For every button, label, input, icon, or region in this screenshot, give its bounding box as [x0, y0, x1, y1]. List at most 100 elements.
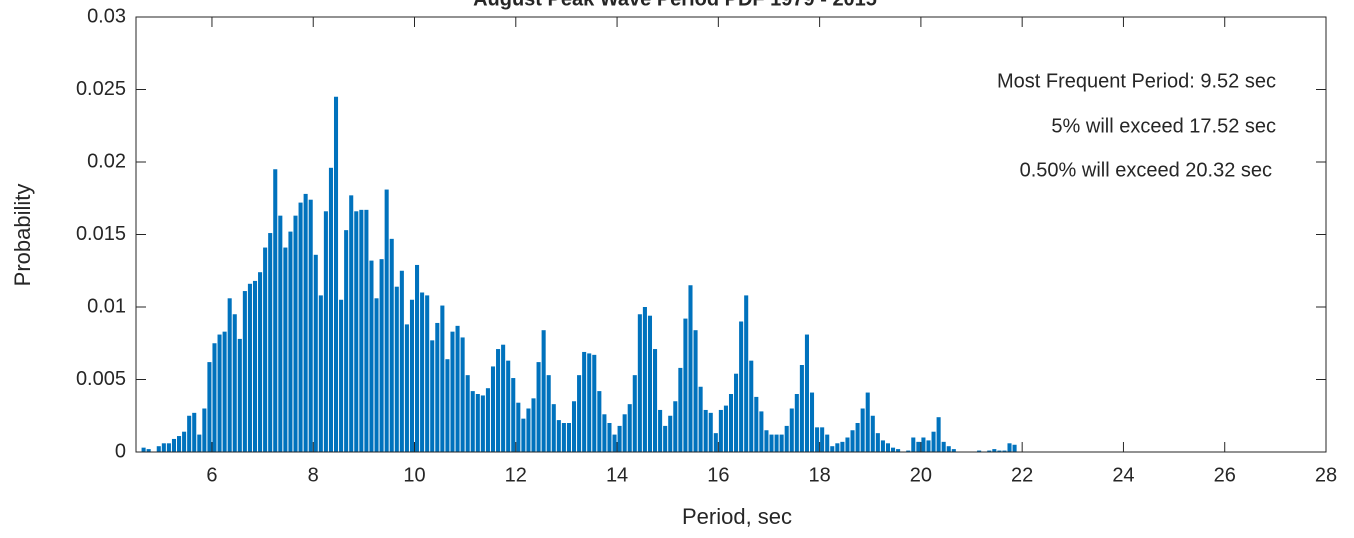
bar	[627, 404, 632, 452]
x-tick-label: 24	[1112, 464, 1134, 486]
bar	[161, 443, 166, 452]
bar	[242, 291, 247, 452]
bar	[723, 405, 728, 452]
bar	[663, 425, 668, 452]
bar	[409, 299, 415, 452]
bar	[379, 259, 384, 452]
bar	[769, 434, 774, 452]
y-axis-label: Probability	[10, 184, 35, 287]
bar	[298, 202, 303, 452]
bar	[475, 394, 480, 452]
bar	[602, 414, 607, 452]
bar	[237, 338, 242, 452]
bar	[804, 334, 809, 452]
bar	[460, 337, 465, 452]
bar	[268, 233, 273, 452]
bar	[815, 427, 820, 452]
bar	[703, 409, 708, 452]
bar	[875, 433, 880, 452]
bar	[951, 449, 956, 452]
bar	[394, 286, 399, 452]
bar	[698, 386, 703, 452]
bar	[764, 430, 769, 452]
bar	[855, 423, 860, 452]
x-axis-label: Period, sec	[682, 504, 792, 529]
bar	[217, 334, 222, 452]
bar	[313, 254, 318, 452]
bar	[415, 264, 420, 452]
bar	[156, 446, 161, 452]
bar	[399, 270, 404, 452]
y-tick-label: 0.005	[76, 368, 126, 390]
bar	[536, 362, 541, 452]
bar	[789, 408, 794, 452]
bar	[870, 415, 875, 452]
bar	[490, 366, 496, 452]
bar	[794, 394, 799, 452]
x-tick-label: 18	[808, 464, 830, 486]
bar	[501, 344, 506, 452]
bar	[825, 434, 830, 452]
bar	[420, 292, 425, 452]
bar	[430, 340, 435, 452]
bar	[799, 365, 804, 452]
bar	[708, 412, 713, 452]
bar	[171, 438, 177, 452]
bar	[845, 437, 850, 452]
bar	[187, 415, 192, 452]
bar	[551, 404, 556, 452]
bar	[227, 298, 232, 452]
annotation: Most Frequent Period: 9.52 sec	[997, 70, 1276, 92]
bar	[197, 434, 202, 452]
bar	[425, 295, 430, 452]
bar	[364, 209, 369, 452]
bar	[258, 272, 263, 452]
bar	[850, 430, 855, 452]
bar	[404, 324, 409, 452]
bar	[916, 441, 921, 452]
bar	[830, 446, 835, 452]
bar	[774, 434, 779, 452]
bar	[739, 321, 744, 452]
bar	[906, 450, 911, 452]
bar	[511, 378, 516, 452]
bar	[521, 418, 526, 452]
bar	[323, 211, 328, 452]
bar	[293, 215, 298, 452]
bar	[820, 427, 825, 452]
bar	[480, 395, 485, 452]
bar	[571, 401, 577, 452]
bar	[941, 441, 946, 452]
bar	[359, 209, 364, 452]
x-tick-label: 16	[707, 464, 729, 486]
bar	[977, 450, 982, 452]
bar	[318, 295, 323, 452]
bar	[192, 412, 197, 452]
bar	[470, 391, 475, 452]
bar	[678, 367, 683, 452]
bar	[865, 392, 870, 452]
bar	[577, 375, 582, 452]
bar	[658, 409, 663, 452]
bar	[333, 96, 339, 452]
bar	[987, 450, 992, 452]
x-tick-label: 10	[403, 464, 425, 486]
bar	[642, 307, 647, 452]
bar	[566, 423, 571, 452]
bar	[637, 314, 642, 452]
bar	[344, 230, 349, 452]
bar	[273, 169, 278, 452]
bar	[561, 423, 566, 452]
bar	[592, 354, 597, 452]
bar	[339, 299, 344, 452]
bar	[465, 375, 470, 452]
bar	[435, 322, 440, 452]
bar	[779, 434, 784, 452]
bar	[182, 431, 187, 452]
bar	[531, 398, 536, 452]
bar	[946, 446, 951, 452]
bar	[688, 285, 693, 452]
bar	[809, 392, 815, 452]
bar	[516, 402, 521, 452]
y-tick-label: 0.015	[76, 223, 126, 245]
